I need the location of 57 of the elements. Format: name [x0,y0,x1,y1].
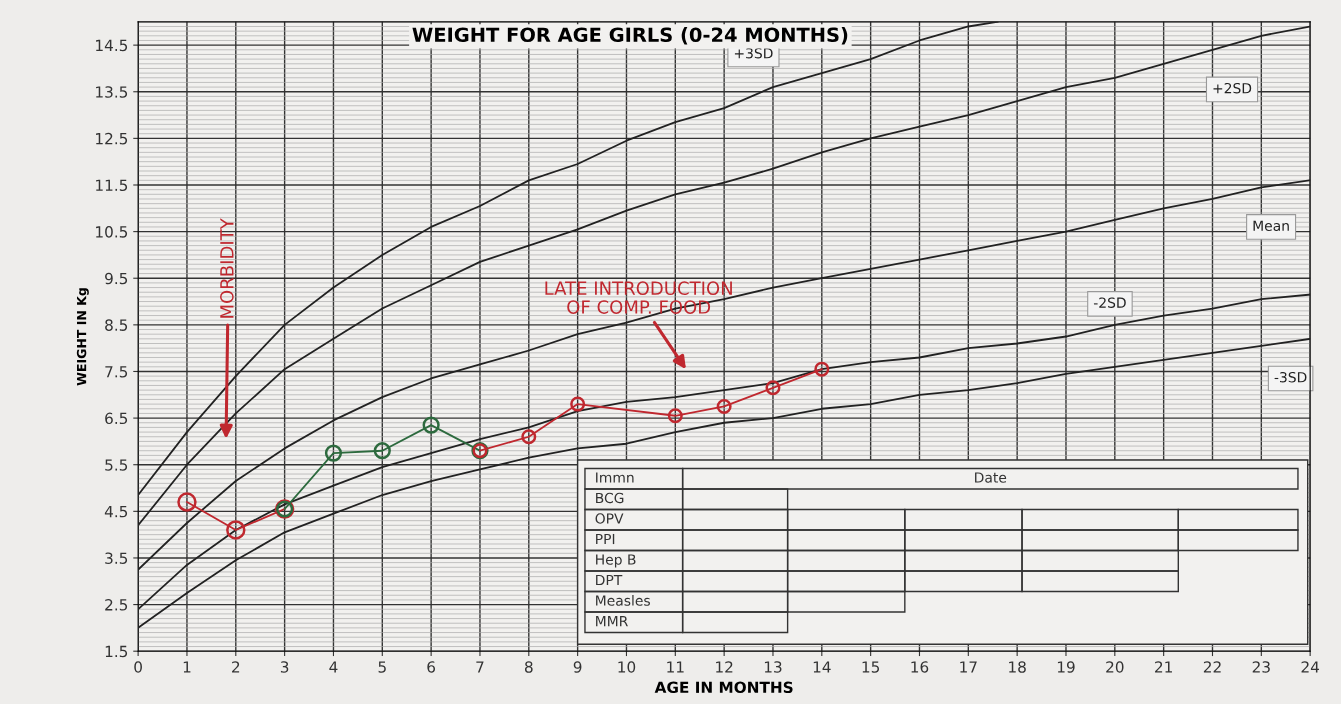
annotation: Immn [596,472,634,483]
y-tick-label: 11.5 [96,179,128,192]
x-tick-label: 23 [1252,661,1270,673]
y-axis-title: WEIGHT IN Kg [76,288,89,386]
annotation: Hep B [596,554,636,568]
y-tick-label: 2.5 [105,599,128,611]
x-tick-label: 16 [911,661,929,673]
series-label: -3SD [1274,371,1307,383]
x-tick-label: 8 [524,661,533,673]
y-tick-label: 9.5 [105,272,128,285]
annotation: MORBIDITY [220,218,234,318]
x-tick-label: 19 [1057,661,1075,673]
y-tick-label: 10.5 [96,226,128,238]
x-tick-label: 11 [667,661,684,673]
x-tick-label: 24 [1301,661,1320,673]
annotation: BCG [596,492,624,504]
y-tick-label: 13.5 [96,86,128,98]
x-tick-label: 10 [618,661,636,673]
annotation: Date [975,472,1007,483]
annotation: OPV [595,513,624,524]
annotation: MMR [596,616,628,627]
x-tick-label: 15 [862,661,880,673]
y-tick-label: 5.5 [105,459,128,471]
text: +2SD [1213,82,1252,94]
x-tick-label: 17 [960,661,977,673]
x-tick-label: 7 [476,661,484,673]
x-tick-label: 14 [813,661,831,673]
x-axis-title: AGE IN MONTHS [654,681,793,694]
x-tick-label: 21 [1155,661,1172,673]
x-tick-label: 22 [1203,661,1221,673]
annotation: Measles [596,595,650,606]
x-tick-label: 2 [232,661,240,673]
x-tick-label: 0 [134,661,142,673]
y-tick-label: 14.5 [96,39,128,52]
y-tick-label: 12.5 [96,132,128,145]
y-tick-label: 8.5 [105,319,128,331]
chart-title: WEIGHT FOR AGE GIRLS (0-24 MONTHS) [412,27,848,45]
x-tick-label: 4 [329,661,338,673]
y-tick-label: 3.5 [105,552,128,564]
annotation: DPT [596,574,623,586]
text: Mean [1253,220,1289,231]
y-tick-label: 7.5 [105,366,128,378]
x-tick-label: 18 [1009,661,1026,673]
y-tick-label: 4.5 [104,506,128,518]
y-tick-label: 1.5 [105,645,128,658]
x-tick-label: 12 [716,661,733,673]
y-tick-label: 6.5 [105,412,128,425]
x-tick-label: 1 [183,661,191,673]
series-label: +3SD [734,47,773,59]
annotation: PPI [596,533,615,545]
x-tick-label: 6 [427,661,436,673]
x-tick-label: 9 [573,661,582,673]
series-label: -2SD [1093,297,1126,308]
x-tick-label: 5 [378,661,386,673]
x-tick-label: 3 [280,661,289,673]
x-tick-label: 20 [1106,661,1124,673]
x-tick-label: 13 [764,661,782,673]
